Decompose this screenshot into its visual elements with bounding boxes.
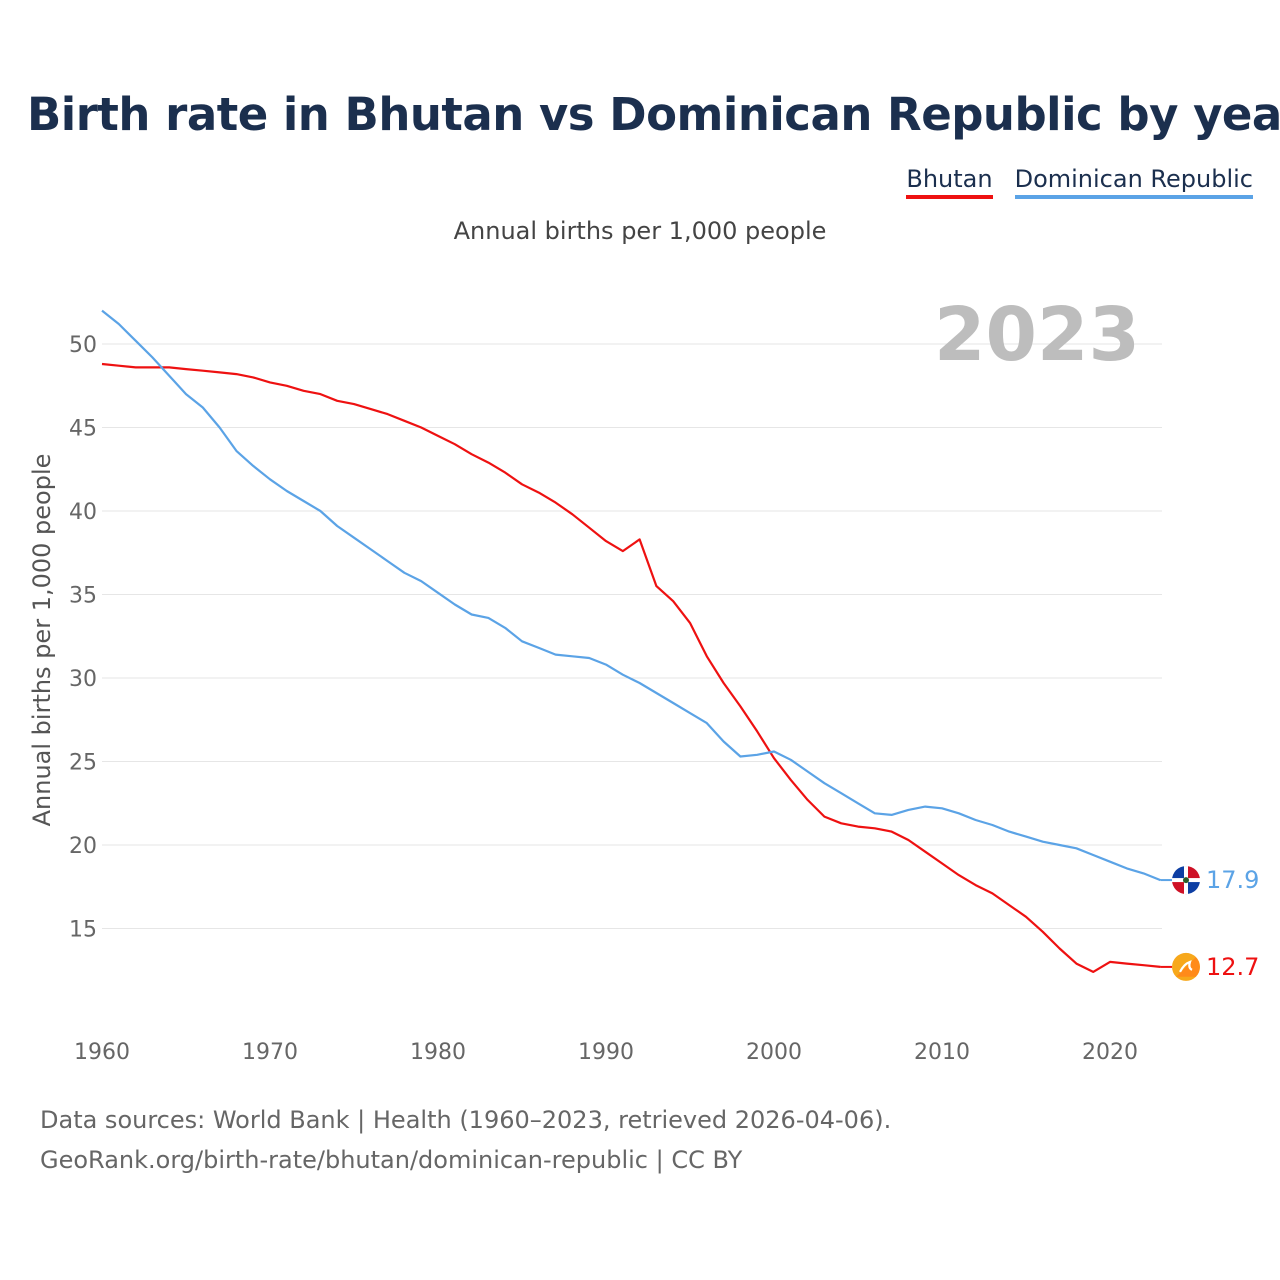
x-tick-label: 2010 xyxy=(914,1040,970,1065)
y-tick-label: 40 xyxy=(69,500,97,525)
x-tick-label: 1970 xyxy=(242,1040,298,1065)
year-display: 2023 xyxy=(934,292,1140,378)
flag-icon-dominican-republic xyxy=(1172,866,1200,895)
x-tick-label: 1990 xyxy=(578,1040,634,1065)
end-markers: 12.7 17.9 xyxy=(1160,866,1259,981)
series-line-bhutan xyxy=(101,362,1161,974)
x-tick-label: 1980 xyxy=(410,1040,466,1065)
y-tick-label: 50 xyxy=(69,333,97,358)
x-tick-label: 2000 xyxy=(746,1040,802,1065)
series-line-dominican-republic xyxy=(101,309,1161,882)
y-tick-label: 30 xyxy=(69,667,97,692)
end-label-bhutan: 12.7 xyxy=(1206,953,1259,981)
x-axis-ticks: 1960 1970 1980 1990 2000 2010 2020 xyxy=(74,1040,1138,1065)
chart-title: Birth rate in Bhutan vs Dominican Republ… xyxy=(27,88,1280,141)
legend: Bhutan Dominican Republic xyxy=(906,165,1253,199)
x-tick-label: 1960 xyxy=(74,1040,130,1065)
chart-subtitle: Annual births per 1,000 people xyxy=(453,217,827,245)
gridlines xyxy=(102,343,1162,929)
source-line-2: GeoRank.org/birth-rate/bhutan/dominican-… xyxy=(40,1146,743,1174)
y-tick-label: 15 xyxy=(69,918,97,943)
y-axis-ticks: 15 20 25 30 35 40 45 50 xyxy=(69,333,97,943)
legend-item-bhutan[interactable]: Bhutan xyxy=(906,165,993,199)
legend-item-dominican-republic[interactable]: Dominican Republic xyxy=(1014,165,1253,199)
y-tick-label: 20 xyxy=(69,834,97,859)
y-tick-label: 45 xyxy=(69,417,97,442)
source-line-1: Data sources: World Bank | Health (1960–… xyxy=(40,1106,892,1134)
y-tick-label: 25 xyxy=(69,751,97,776)
x-tick-label: 2020 xyxy=(1082,1040,1138,1065)
end-label-dominican-republic: 17.9 xyxy=(1206,866,1259,894)
series-lines xyxy=(101,309,1161,974)
y-tick-label: 35 xyxy=(69,584,97,609)
flag-icon-bhutan xyxy=(1172,952,1200,981)
